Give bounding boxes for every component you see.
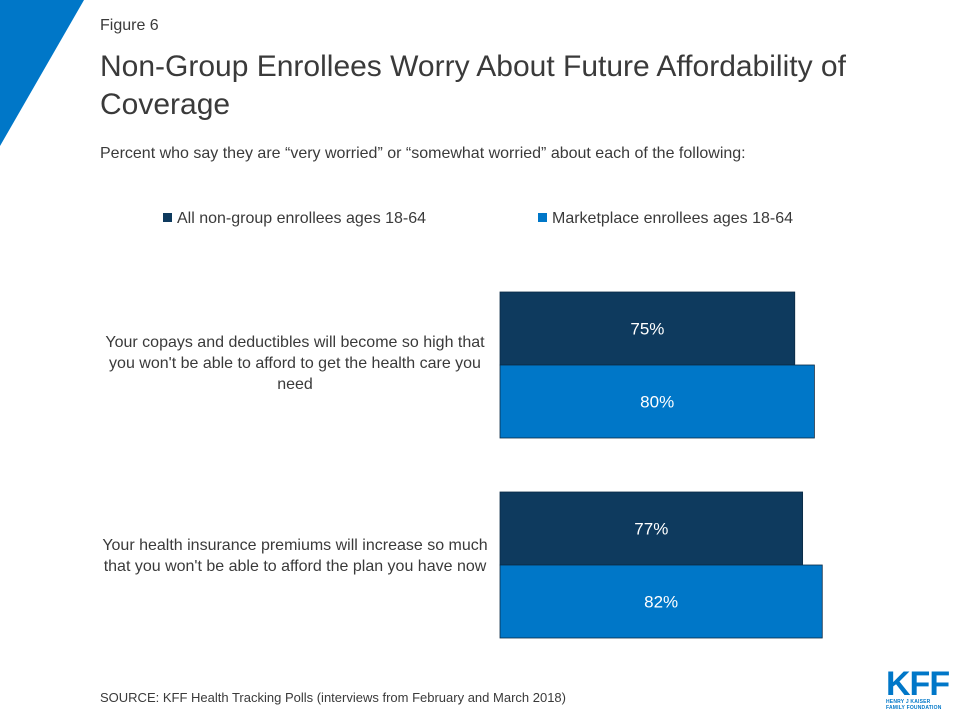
chart-subtitle: Percent who say they are “very worried” … [100, 145, 746, 162]
logo-mark: KFF [886, 665, 950, 703]
legend-swatch-series-2 [538, 213, 547, 222]
corner-accent [0, 0, 84, 146]
bar-all-non-group-cat-0 [499, 291, 796, 366]
logo-subtext-2: FAMILY FOUNDATION [886, 705, 942, 711]
category-label-premiums: Your health insurance premiums will incr… [102, 537, 488, 575]
data-label-all-non-group-cat-0: 75% [630, 320, 664, 339]
bar-all-non-group-cat-1 [499, 491, 804, 566]
logo-subtext-1: HENRY J KAISER [886, 699, 931, 705]
legend-swatch-series-1 [163, 213, 172, 222]
legend-item-all-non-group: All non-group enrollees ages 18-64 [163, 210, 426, 228]
legend-label-series-2: Marketplace enrollees ages 18-64 [552, 210, 794, 227]
bar-marketplace-cat-1 [499, 564, 823, 639]
legend-item-marketplace: Marketplace enrollees ages 18-64 [538, 210, 793, 228]
bar-marketplace-cat-0 [499, 364, 815, 439]
source-note: SOURCE: KFF Health Tracking Polls (inter… [100, 690, 566, 705]
chart-title: Non-Group Enrollees Worry About Future A… [100, 50, 846, 121]
data-label-all-non-group-cat-1: 77% [634, 520, 668, 539]
data-label-marketplace-cat-0: 80% [640, 393, 674, 412]
data-label-marketplace-cat-1: 82% [644, 593, 678, 612]
category-label-copays: Your copays and deductibles will become … [105, 334, 485, 393]
figure-label: Figure 6 [100, 17, 159, 34]
kff-logo: KFF HENRY J KAISER FAMILY FOUNDATION [886, 665, 950, 711]
legend-label-series-1: All non-group enrollees ages 18-64 [177, 210, 427, 227]
